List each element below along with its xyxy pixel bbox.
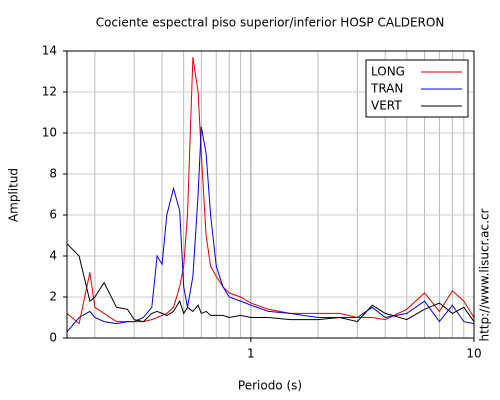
y-tick-label: 8	[49, 167, 57, 181]
y-tick-label: 6	[49, 208, 57, 222]
legend-label: LONG	[371, 65, 405, 79]
x-tick-label: 10	[466, 347, 481, 361]
y-tick-label: 0	[49, 331, 57, 345]
y-tick-label: 4	[49, 249, 57, 263]
y-tick-label: 14	[42, 44, 57, 58]
legend-label: VERT	[371, 99, 402, 113]
legend-label: TRAN	[370, 82, 403, 96]
y-tick-label: 2	[49, 290, 57, 304]
plot-frame	[66, 50, 475, 339]
chart-title: Cociente espectral piso superior/inferio…	[96, 16, 445, 30]
x-axis-label: Periodo (s)	[238, 379, 302, 393]
y-axis-label: Amplitud	[7, 168, 21, 222]
x-tick-label: 1	[247, 347, 255, 361]
series-line	[66, 243, 475, 323]
y-tick-label: 12	[42, 85, 57, 99]
series-line	[66, 126, 475, 333]
y-tick-label: 10	[42, 126, 57, 140]
side-text: http://www.lisucr.ac.cr	[478, 208, 492, 341]
